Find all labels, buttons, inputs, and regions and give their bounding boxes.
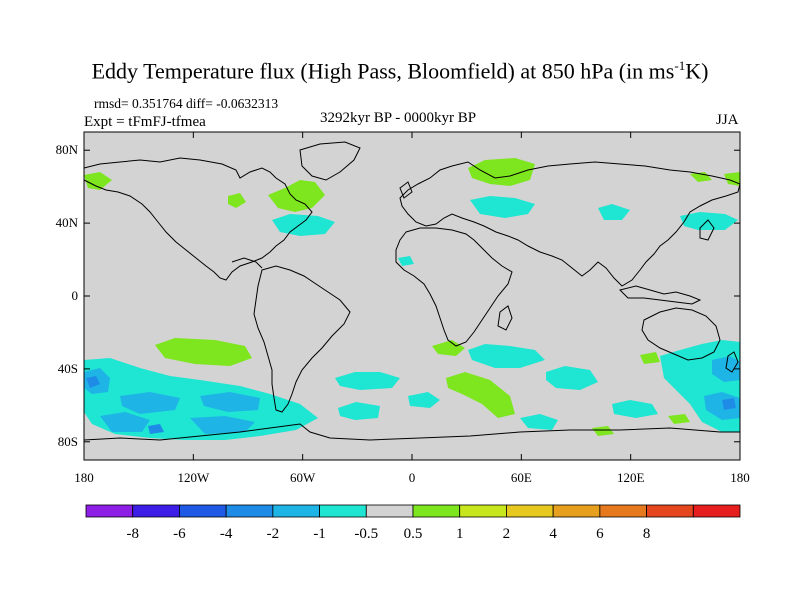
lat-tick-label: 80S	[58, 434, 78, 449]
anomaly-strong-negative-region	[722, 398, 736, 410]
anomaly-negative-region	[470, 196, 535, 218]
lon-tick-label: 180	[730, 470, 750, 485]
lon-tick-label: 0	[409, 470, 416, 485]
coastline-australia	[641, 307, 721, 361]
anomaly-strong-negative-region	[120, 392, 180, 414]
colorbar-label: 6	[596, 526, 604, 542]
anomaly-positive-region	[155, 338, 252, 366]
colorbar-swatch	[692, 504, 741, 518]
colorbar-swatch	[459, 504, 507, 518]
anomaly-negative-region	[598, 204, 630, 220]
colorbar-swatch	[412, 504, 461, 518]
coastline-gulf	[231, 257, 263, 269]
colorbar-label: -6	[173, 526, 186, 542]
axis-ticks: 80N 40N 0 40S 80S 180 120W 60W 0 60E 120E 180	[56, 132, 750, 485]
coastline-japan	[699, 219, 715, 241]
coastline-north-america	[83, 157, 313, 281]
anomaly-negative-region	[546, 366, 598, 390]
colorbar-swatch	[132, 504, 180, 518]
anomaly-negative-region	[520, 414, 558, 430]
coastline-uk	[399, 181, 413, 199]
colorbar-label: -4	[220, 526, 233, 542]
anomaly-positive-region	[592, 426, 614, 436]
anomaly-negative-region	[335, 372, 400, 390]
coastline-eurasia	[399, 161, 741, 287]
colorbar-label: -8	[126, 526, 139, 542]
colorbar-swatch	[365, 504, 414, 518]
anomaly-positive-region	[468, 158, 535, 186]
anomaly-negative-region	[612, 400, 658, 418]
coastline-greenland	[299, 141, 361, 181]
colorbar-swatch	[552, 504, 601, 518]
lat-tick-label: 40N	[56, 215, 79, 230]
coastline-madagascar	[497, 305, 513, 331]
coastline-antarctica	[83, 423, 740, 441]
anomaly-negative-region	[398, 256, 414, 266]
anomaly-strong-negative-region	[712, 356, 740, 382]
colorbar-label: 1	[456, 526, 464, 542]
lat-tick-label: 0	[72, 288, 79, 303]
lat-tick-label: 80N	[56, 142, 79, 157]
lon-tick-label: 60W	[290, 470, 316, 485]
coastline-africa	[395, 227, 513, 347]
anomaly-negative-region	[468, 344, 545, 368]
colorbar-swatch	[85, 504, 134, 518]
time-period-label: 3292kyr BP - 0000kyr BP	[320, 110, 477, 126]
colorbar-swatch	[272, 504, 320, 518]
lon-tick-label: 60E	[511, 470, 532, 485]
anomaly-negative-region	[338, 402, 380, 420]
anomaly-positive-region	[432, 340, 465, 356]
colorbar: -8 -6 -4 -2 -1 -0.5 0.5 1 2 4 6 8	[85, 504, 741, 542]
lon-tick-label: 180	[74, 470, 94, 485]
anomaly-positive-region	[268, 180, 325, 212]
anomaly-strong-negative-region	[148, 424, 164, 434]
colorbar-swatch	[319, 504, 367, 518]
colorbar-swatch	[599, 504, 647, 518]
anomaly-negative-region	[408, 392, 440, 408]
colorbar-label: -2	[267, 526, 280, 542]
coastline-south-america	[253, 265, 351, 413]
experiment-label: Expt = tFmFJ-tfmea	[84, 114, 206, 130]
colorbar-swatch	[506, 504, 554, 518]
rmsd-diff-stats: rmsd= 0.351764 diff= -0.0632313	[94, 96, 279, 111]
coastlines	[83, 141, 741, 441]
anomaly-strong-negative-region	[86, 376, 100, 388]
anomaly-negative-region	[272, 214, 335, 236]
anomaly-positive-region	[84, 172, 112, 190]
colorbar-label: 0.5	[404, 526, 423, 542]
colorbar-swatch	[179, 504, 227, 518]
coastline-new-zealand	[725, 351, 739, 373]
anomaly-strong-negative-region	[100, 412, 150, 432]
anomaly-strong-negative-region	[190, 416, 255, 434]
map-title: Eddy Temperature flux (High Pass, Bloomf…	[91, 58, 709, 84]
coastline-indonesia	[619, 285, 702, 305]
lon-tick-label: 120W	[177, 470, 210, 485]
colorbar-label: -1	[313, 526, 326, 542]
colorbar-swatch	[646, 504, 694, 518]
lon-tick-label: 120E	[617, 470, 645, 485]
anomaly-positive-region	[640, 352, 660, 364]
colorbar-label: 8	[643, 526, 651, 542]
anomaly-positive-region	[668, 414, 690, 424]
lat-tick-label: 40S	[58, 361, 78, 376]
colorbar-swatch	[225, 504, 274, 518]
season-label: JJA	[716, 112, 739, 128]
anomaly-positive-region	[228, 193, 246, 208]
colorbar-label: 2	[503, 526, 511, 542]
anomaly-strong-negative-region	[200, 392, 260, 412]
colorbar-label: 4	[549, 526, 557, 542]
colorbar-label: -0.5	[354, 526, 378, 542]
anomaly-positive-region	[446, 372, 515, 418]
